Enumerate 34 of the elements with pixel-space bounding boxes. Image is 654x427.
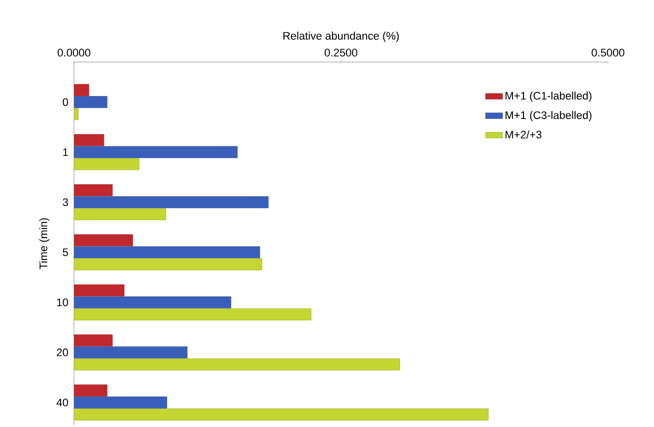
bar <box>74 396 168 408</box>
y-tick-label: 0 <box>62 98 68 106</box>
bar <box>74 84 90 96</box>
y-axis-title: Time (min) <box>39 218 50 270</box>
legend-label: M+1 (C3-labelled) <box>506 111 592 122</box>
bar <box>74 296 232 308</box>
y-tick-label: 10 <box>57 298 68 306</box>
bar <box>74 408 489 420</box>
bar <box>74 346 188 358</box>
bar <box>74 246 260 258</box>
bar <box>74 384 108 396</box>
legend-label: M+2/+3 <box>506 130 542 138</box>
bar <box>74 146 238 158</box>
x-axis-title: Relative abundance (%) <box>283 32 399 42</box>
bar <box>74 96 108 108</box>
bar <box>74 234 133 246</box>
x-tick-label: 0.5000 <box>592 48 624 56</box>
bar <box>74 158 140 170</box>
legend-label: M+1 (C1-labelled) <box>506 92 592 102</box>
bar <box>74 284 124 296</box>
x-tick-label: 0.2500 <box>324 48 358 56</box>
y-tick-label: 3 <box>62 198 68 206</box>
y-tick-label: 5 <box>62 248 68 256</box>
y-tick-label: 40 <box>56 398 68 406</box>
y-tick-label: 20 <box>56 348 68 356</box>
bar <box>74 358 400 370</box>
bar <box>74 334 113 346</box>
bar <box>74 208 166 220</box>
x-tick-label: 0.0000 <box>58 48 90 56</box>
bar <box>74 196 269 208</box>
bar <box>74 134 104 146</box>
bar <box>74 308 312 320</box>
bar <box>74 258 262 270</box>
y-tick-label: 1 <box>63 148 68 156</box>
